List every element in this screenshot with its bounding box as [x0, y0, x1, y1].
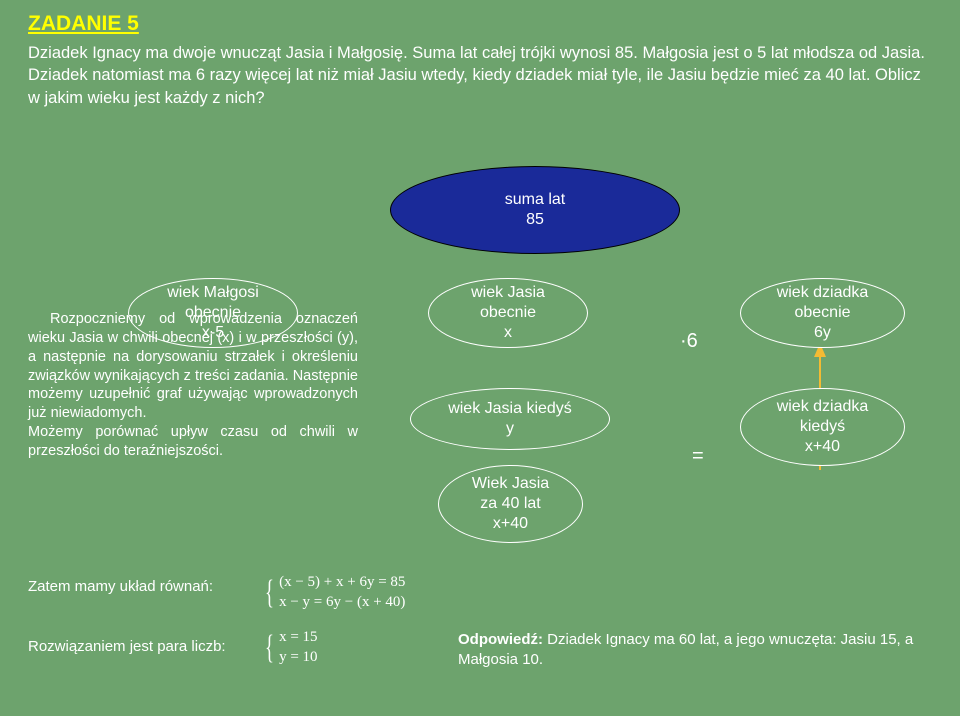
- ellipse-jasia_kiedys: wiek Jasia kiedyś y: [410, 388, 610, 450]
- system-2: { x = 15 y = 10: [265, 627, 318, 668]
- problem-text: Dziadek Ignacy ma dwoje wnucząt Jasia i …: [28, 42, 932, 109]
- ellipse-jasia_teraz: wiek Jasia obecnie x: [428, 278, 588, 348]
- operator-times6: ·6: [680, 330, 698, 353]
- explanation-intro: Rozpoczniemy od wprowadzenia oznaczeń wi…: [28, 310, 358, 423]
- page: ZADANIE 5 Dziadek Ignacy ma dwoje wnuczą…: [0, 0, 960, 716]
- eq-label-2: Rozwiązaniem jest para liczb:: [28, 638, 226, 655]
- operator-equals: =: [692, 445, 704, 468]
- sys2-line1: x = 15: [279, 629, 317, 645]
- system-1: { (x − 5) + x + 6y = 85 x − y = 6y − (x …: [265, 572, 405, 613]
- ellipse-jasia_za40: Wiek Jasia za 40 lat x+40: [438, 465, 583, 543]
- sys1-line2: x − y = 6y − (x + 40): [279, 594, 405, 610]
- explanation-p2: Możemy porównać upływ czasu od chwili w …: [28, 423, 358, 461]
- explanation-p1: Rozpoczniemy od wprowadzenia oznaczeń wi…: [28, 311, 362, 421]
- ellipse-suma: suma lat 85: [390, 166, 680, 254]
- ellipse-dziadek_teraz: wiek dziadka obecnie 6y: [740, 278, 905, 348]
- task-title: ZADANIE 5: [28, 12, 932, 36]
- explanation: Rozpoczniemy od wprowadzenia oznaczeń wi…: [28, 310, 358, 461]
- ellipse-dziadek_kiedys: wiek dziadka kiedyś x+40: [740, 388, 905, 466]
- sys1-line1: (x − 5) + x + 6y = 85: [279, 574, 405, 590]
- sys2-line2: y = 10: [279, 649, 317, 665]
- eq-label-1: Zatem mamy układ równań:: [28, 578, 213, 595]
- answer-label: Odpowiedź:: [458, 631, 543, 648]
- answer: Odpowiedź: Dziadek Ignacy ma 60 lat, a j…: [458, 630, 928, 671]
